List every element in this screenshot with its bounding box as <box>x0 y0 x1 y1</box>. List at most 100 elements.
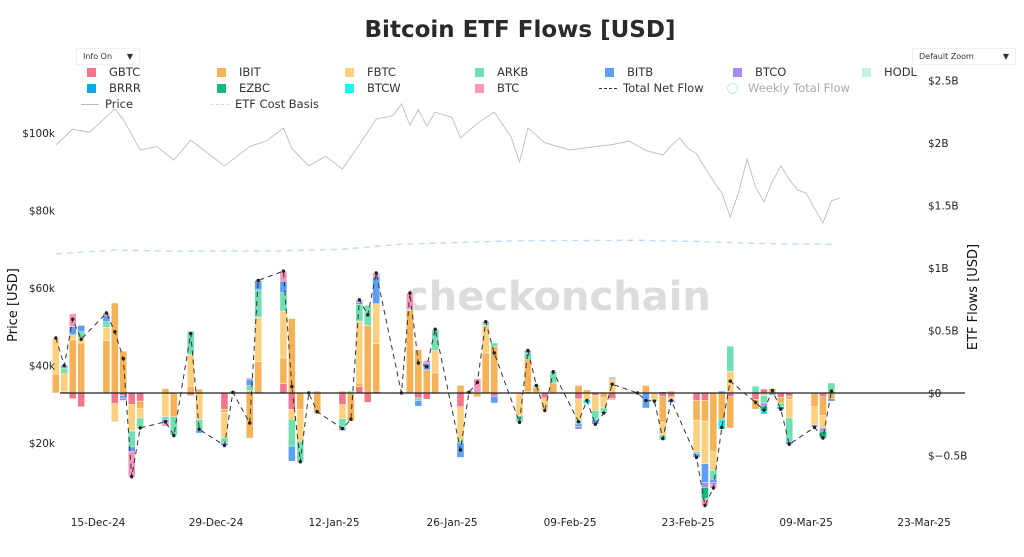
bar-segment-ibit[interactable] <box>246 392 254 439</box>
legend-item-etf-cost-basis[interactable]: ETF Cost Basis <box>211 97 319 111</box>
bar-segment-arkb[interactable] <box>288 419 296 447</box>
net-flow-point[interactable] <box>720 425 724 430</box>
bar-segment-gbtc[interactable] <box>111 392 119 404</box>
net-flow-point[interactable] <box>585 398 589 403</box>
net-flow-point[interactable] <box>526 348 530 353</box>
bar-segment-bitb[interactable] <box>490 395 498 404</box>
net-flow-point[interactable] <box>492 351 496 355</box>
net-flow-point[interactable] <box>298 460 303 464</box>
net-flow-point[interactable] <box>517 420 522 425</box>
net-flow-point[interactable] <box>231 390 235 395</box>
bar-segment-ibit[interactable] <box>819 396 827 416</box>
bar-segment-ibit[interactable] <box>423 369 431 394</box>
net-flow-point[interactable] <box>728 379 732 383</box>
net-flow-point[interactable] <box>138 426 142 430</box>
bar-segment-gbtc[interactable] <box>220 392 229 410</box>
net-flow-point[interactable] <box>290 385 294 389</box>
net-flow-point[interactable] <box>762 408 766 412</box>
bar-segment-fbtc[interactable] <box>102 327 111 341</box>
bar-segment-ibit[interactable] <box>102 340 111 394</box>
legend-item-ibit[interactable]: IBIT <box>217 65 261 79</box>
net-flow-point[interactable] <box>408 291 412 295</box>
net-flow-point[interactable] <box>593 422 598 426</box>
bar-segment-fbtc[interactable] <box>600 397 608 409</box>
legend-item-price[interactable]: Price <box>81 97 133 111</box>
bar-segment-bitb[interactable] <box>355 302 364 305</box>
bar-segment-ibit[interactable] <box>482 352 490 394</box>
net-flow-point[interactable] <box>551 370 555 374</box>
bar-segment-ibit[interactable] <box>170 392 178 417</box>
net-flow-point[interactable] <box>467 390 471 395</box>
net-flow-point[interactable] <box>425 365 429 369</box>
bar-segment-ibit[interactable] <box>296 392 305 410</box>
bar-segment-gbtc[interactable] <box>423 392 431 400</box>
bar-segment-fbtc[interactable] <box>701 420 709 464</box>
net-flow-point[interactable] <box>753 400 758 405</box>
bar-segment-btc[interactable] <box>246 377 254 380</box>
net-flow-point[interactable] <box>248 421 252 425</box>
legend-item-total-net-flow[interactable]: Total Net Flow <box>599 81 704 95</box>
net-flow-point[interactable] <box>669 398 673 403</box>
legend-item-ezbc[interactable]: EZBC <box>217 81 270 95</box>
bar-segment-ibit[interactable] <box>549 382 557 394</box>
net-flow-point[interactable] <box>130 475 134 479</box>
bar-segment-arkb[interactable] <box>161 416 170 420</box>
net-flow-point[interactable] <box>113 330 117 334</box>
bar-segment-bitb[interactable] <box>372 276 380 304</box>
bar-segment-fbtc[interactable] <box>136 408 144 419</box>
bar-segment-fbtc[interactable] <box>431 350 439 374</box>
bar-segment-ibit[interactable] <box>431 372 439 394</box>
bar-segment-fbtc[interactable] <box>692 420 701 452</box>
bar-segment-ibit[interactable] <box>659 396 667 423</box>
bar-segment-fbtc[interactable] <box>60 373 68 392</box>
bar-segment-fbtc[interactable] <box>69 334 77 341</box>
net-flow-point[interactable] <box>256 278 260 283</box>
bar-segment-bitb[interactable] <box>827 398 836 402</box>
net-flow-point[interactable] <box>357 298 362 302</box>
net-flow-point[interactable] <box>172 433 176 438</box>
bar-segment-btco[interactable] <box>760 402 768 407</box>
bar-segment-arkb[interactable] <box>785 417 793 442</box>
net-flow-point[interactable] <box>644 398 648 403</box>
net-flow-point[interactable] <box>121 356 125 361</box>
bar-segment-arkb[interactable] <box>524 352 532 361</box>
bar-segment-btco[interactable] <box>701 482 709 488</box>
bar-segment-bitb[interactable] <box>288 445 296 462</box>
net-flow-point[interactable] <box>779 407 783 411</box>
bar-segment-gbtc[interactable] <box>69 392 77 399</box>
bar-segment-fbtc[interactable] <box>810 406 819 426</box>
bar-segment-ibit[interactable] <box>254 361 262 394</box>
bar-segment-gbtc[interactable] <box>414 392 423 399</box>
net-flow-point[interactable] <box>821 436 825 440</box>
net-flow-point[interactable] <box>534 383 539 388</box>
bar-segment-btc[interactable] <box>423 360 431 364</box>
bar-segment-ibit[interactable] <box>187 385 195 394</box>
bar-segment-arkb[interactable] <box>709 470 718 480</box>
bar-segment-ibit[interactable] <box>372 343 380 392</box>
bar-segment-fbtc[interactable] <box>650 392 659 400</box>
legend-item-gbtc[interactable]: GBTC <box>87 65 140 79</box>
net-flow-point[interactable] <box>71 317 75 321</box>
bar-segment-gbtc[interactable] <box>288 392 296 410</box>
bar-segment-gbtc[interactable] <box>364 392 372 403</box>
bar-segment-ibit[interactable] <box>810 392 819 407</box>
bar-segment-ibit[interactable] <box>77 342 85 394</box>
bar-segment-ibit[interactable] <box>574 385 583 394</box>
bar-segment-arkb[interactable] <box>254 289 262 318</box>
net-flow-point[interactable] <box>315 410 319 414</box>
bar-segment-ibit[interactable] <box>524 359 532 392</box>
bar-segment-ibit[interactable] <box>600 392 608 399</box>
net-flow-point[interactable] <box>458 448 463 452</box>
bar-segment-fbtc[interactable] <box>187 354 195 387</box>
net-flow-point[interactable] <box>475 380 480 385</box>
net-flow-point[interactable] <box>635 391 640 395</box>
net-flow-point[interactable] <box>54 336 58 340</box>
net-flow-point[interactable] <box>576 420 581 424</box>
bar-segment-gbtc[interactable] <box>355 386 364 394</box>
bar-segment-arkb[interactable] <box>726 345 734 372</box>
bar-segment-ibit[interactable] <box>532 387 541 394</box>
bar-segment-ibit[interactable] <box>52 374 60 394</box>
bar-segment-ibit[interactable] <box>364 325 372 394</box>
bar-segment-gbtc[interactable] <box>701 392 709 401</box>
bar-segment-bitb[interactable] <box>414 400 423 407</box>
